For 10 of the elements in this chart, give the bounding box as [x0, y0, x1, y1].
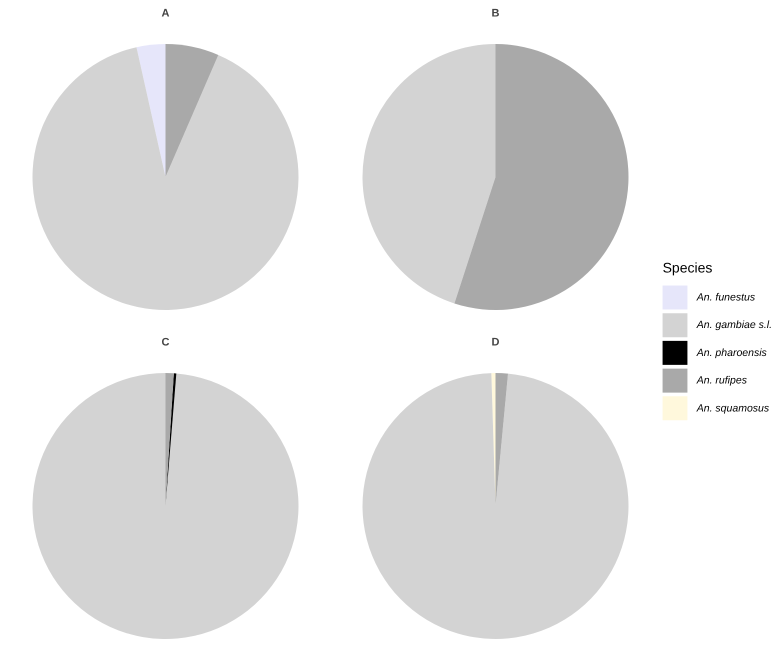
chart-title: A [162, 8, 170, 20]
legend-title: Species [662, 260, 712, 276]
legend-label: An. squamosus [696, 402, 770, 414]
legend-label: An. rufipes [696, 374, 748, 387]
legend-label: An. funestus [696, 292, 756, 304]
legend-label: An. pharoensis [696, 346, 768, 359]
chart-title: B [492, 8, 500, 20]
chart-title: C [162, 336, 170, 348]
legend-label: An. gambiae s.l. [696, 319, 772, 332]
chart-title: D [492, 336, 500, 348]
